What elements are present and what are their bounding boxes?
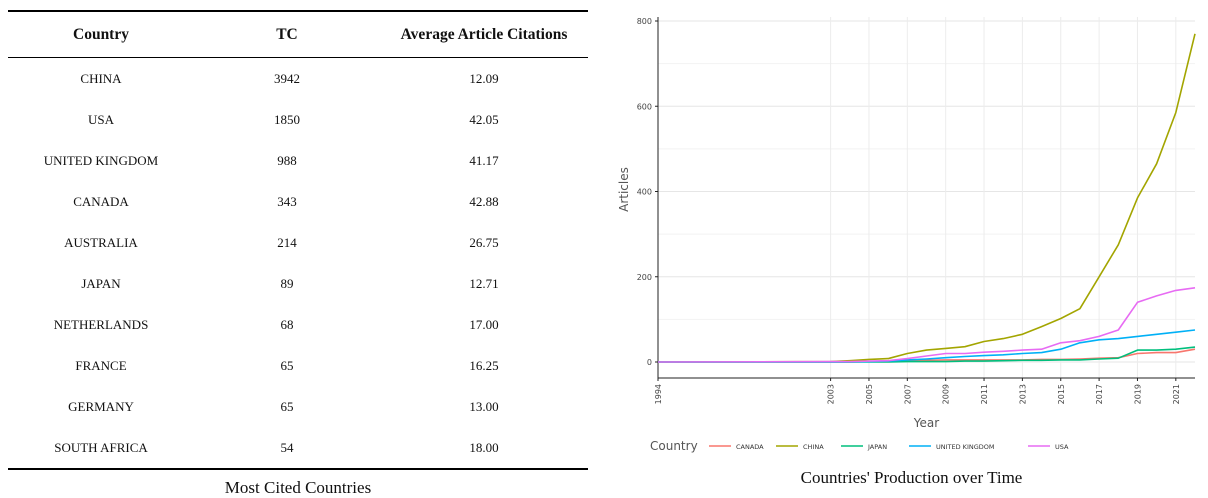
legend-label: JAPAN — [867, 443, 887, 451]
series-line-china — [657, 33, 1196, 363]
cell-tc: 54 — [194, 427, 380, 470]
table-row: CHINA 3942 12.09 — [8, 58, 588, 100]
y-tick-label: 200 — [637, 273, 652, 282]
x-tick-label: 2021 — [1172, 384, 1181, 404]
table-row: FRANCE 65 16.25 — [8, 345, 588, 386]
x-tick-label: 2019 — [1133, 384, 1142, 404]
cell-average-citations: 18.00 — [380, 427, 588, 470]
cell-tc: 65 — [280, 398, 294, 414]
x-tick-label: 2015 — [1057, 384, 1066, 404]
cell-country: USA — [87, 111, 114, 127]
cell-average-citations: 12.09 — [469, 70, 499, 86]
cell-average-citations: 16.25 — [469, 357, 499, 373]
cell-country: FRANCE — [75, 357, 127, 373]
cell-country: AUSTRALIA — [64, 234, 138, 250]
chart-caption: Countries' Production over Time — [800, 468, 1023, 487]
y-tick-label: 400 — [637, 188, 652, 197]
header-average-article-citations: Average Article Citations — [380, 10, 588, 58]
x-tick-label: 2011 — [980, 384, 989, 404]
cell-country: NETHERLANDS — [53, 316, 149, 332]
legend-title: Country — [650, 439, 698, 453]
x-tick-label: 1994 — [654, 384, 663, 404]
cell-average-citations: 12.71 — [469, 275, 499, 291]
cell-tc: 89 — [280, 275, 294, 291]
cell-tc: 1850 — [274, 111, 300, 127]
table-caption: Most Cited Countries — [224, 478, 372, 497]
header-tc: TC — [194, 10, 380, 58]
y-tick-label: 0 — [647, 358, 652, 367]
x-axis-title: Year — [913, 416, 939, 430]
legend-label: CHINA — [803, 443, 824, 451]
table-row: USA 1850 42.05 — [8, 99, 588, 140]
cell-country: UNITED KINGDOM — [43, 152, 159, 168]
cell-average-citations: 17.00 — [469, 316, 499, 332]
x-tick-label: 2007 — [903, 384, 912, 404]
cell-average-citations: 13.00 — [469, 398, 499, 414]
production-chart-panel: 0 200 400 600 800 1994 2003 2005 2007 2009 2011 201… — [615, 0, 1208, 497]
table-row: UNITED KINGDOM 988 41.17 — [8, 140, 588, 181]
series-line-usa — [657, 287, 1196, 363]
x-tick-label: 2005 — [865, 384, 874, 404]
table-header-row: Country TC Average Article Citations — [8, 10, 588, 58]
legend-label: CANADA — [736, 443, 764, 451]
cell-average-citations: 42.05 — [469, 111, 499, 127]
table-row: SOUTH AFRICA 54 18.00 — [8, 427, 588, 470]
y-tick-label: 600 — [637, 102, 652, 111]
most-cited-countries-panel: Country TC Average Article Citations CHI… — [8, 10, 588, 497]
cell-country: JAPAN — [81, 275, 121, 291]
cell-tc: 65 — [280, 357, 294, 373]
x-tick-label: 2017 — [1095, 384, 1104, 404]
x-tick-label: 2013 — [1018, 384, 1027, 404]
most-cited-countries-table: Country TC Average Article Citations CHI… — [8, 10, 588, 470]
cell-tc: 343 — [277, 193, 297, 209]
table-row: AUSTRALIA 214 26.75 — [8, 222, 588, 263]
cell-average-citations: 42.88 — [469, 193, 499, 209]
cell-tc: 3942 — [274, 70, 300, 86]
cell-average-citations: 26.75 — [469, 234, 499, 250]
cell-country: SOUTH AFRICA — [8, 427, 194, 470]
cell-country: CHINA — [80, 70, 122, 86]
table-row: CANADA 343 42.88 — [8, 181, 588, 222]
cell-tc: 214 — [277, 234, 297, 250]
table-row: GERMANY 65 13.00 — [8, 386, 588, 427]
production-line-chart: 0 200 400 600 800 1994 2003 2005 2007 2009 2011 201… — [617, 17, 1196, 453]
y-tick-label: 800 — [637, 17, 652, 26]
cell-average-citations: 41.17 — [469, 152, 499, 168]
cell-tc: 68 — [280, 316, 294, 332]
x-tick-label: 2009 — [942, 384, 951, 404]
cell-tc: 988 — [277, 152, 297, 168]
table-row: NETHERLANDS 68 17.00 — [8, 304, 588, 345]
table-row: JAPAN 89 12.71 — [8, 263, 588, 304]
y-axis-title: Articles — [617, 167, 631, 212]
legend-label: UNITED KINGDOM — [936, 443, 995, 451]
legend-label: USA — [1055, 443, 1069, 451]
x-tick-label: 2003 — [827, 384, 836, 404]
cell-country: CANADA — [73, 193, 129, 209]
header-country: Country — [8, 10, 194, 58]
cell-country: GERMANY — [68, 398, 134, 414]
